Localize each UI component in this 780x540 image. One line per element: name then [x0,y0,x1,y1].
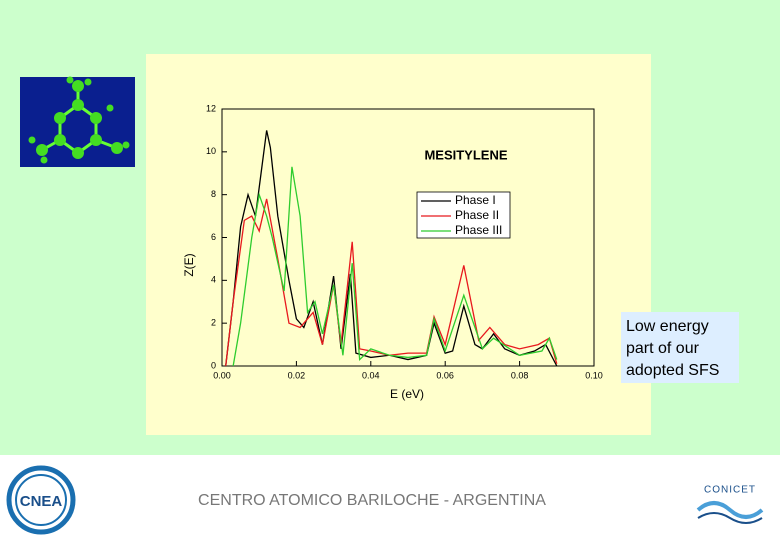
x-tick-label: 0.02 [288,370,306,380]
caption-line: Low energy [626,318,709,335]
footer-text: CENTRO ATOMICO BARILOCHE - ARGENTINA [198,492,546,509]
chart-title: MESITYLENE [424,147,507,162]
x-tick-label: 0.04 [362,370,380,380]
y-tick-label: 10 [206,146,216,156]
caption-line: part of our [626,340,700,357]
x-tick-label: 0.06 [436,370,454,380]
cnea-logo: CNEA [6,465,76,535]
x-tick-label: 0.00 [213,370,231,380]
y-axis-label: Z(E) [182,253,196,276]
y-tick-label: 12 [206,103,216,113]
molecule-image [20,76,135,167]
logo-text: CNEA [20,493,63,510]
y-tick-label: 8 [211,189,216,199]
data-line [232,166,558,367]
x-tick-label: 0.10 [585,370,603,380]
y-tick-label: 4 [211,275,216,285]
caption-box [621,312,739,383]
chart-panel [146,54,651,435]
x-tick-label: 0.08 [511,370,529,380]
legend-label: Phase III [455,223,502,237]
y-tick-label: 6 [211,232,216,242]
conicet-logo: CONICET [696,485,764,524]
plot: 0 2 4 6 8 10 12 0.00 0.02 0.04 0.06 0.08 0.10 [206,103,603,380]
legend-box [416,191,511,239]
caption-line: adopted SFS [626,362,719,379]
data-line [225,130,558,367]
x-axis-label: E (eV) [390,387,424,401]
legend-label: Phase I [455,193,496,207]
y-tick-label: 0 [211,360,216,370]
footer-background [0,455,780,540]
logo-text: CONICET [704,485,756,496]
legend-label: Phase II [455,208,499,222]
y-tick-label: 2 [211,318,216,328]
